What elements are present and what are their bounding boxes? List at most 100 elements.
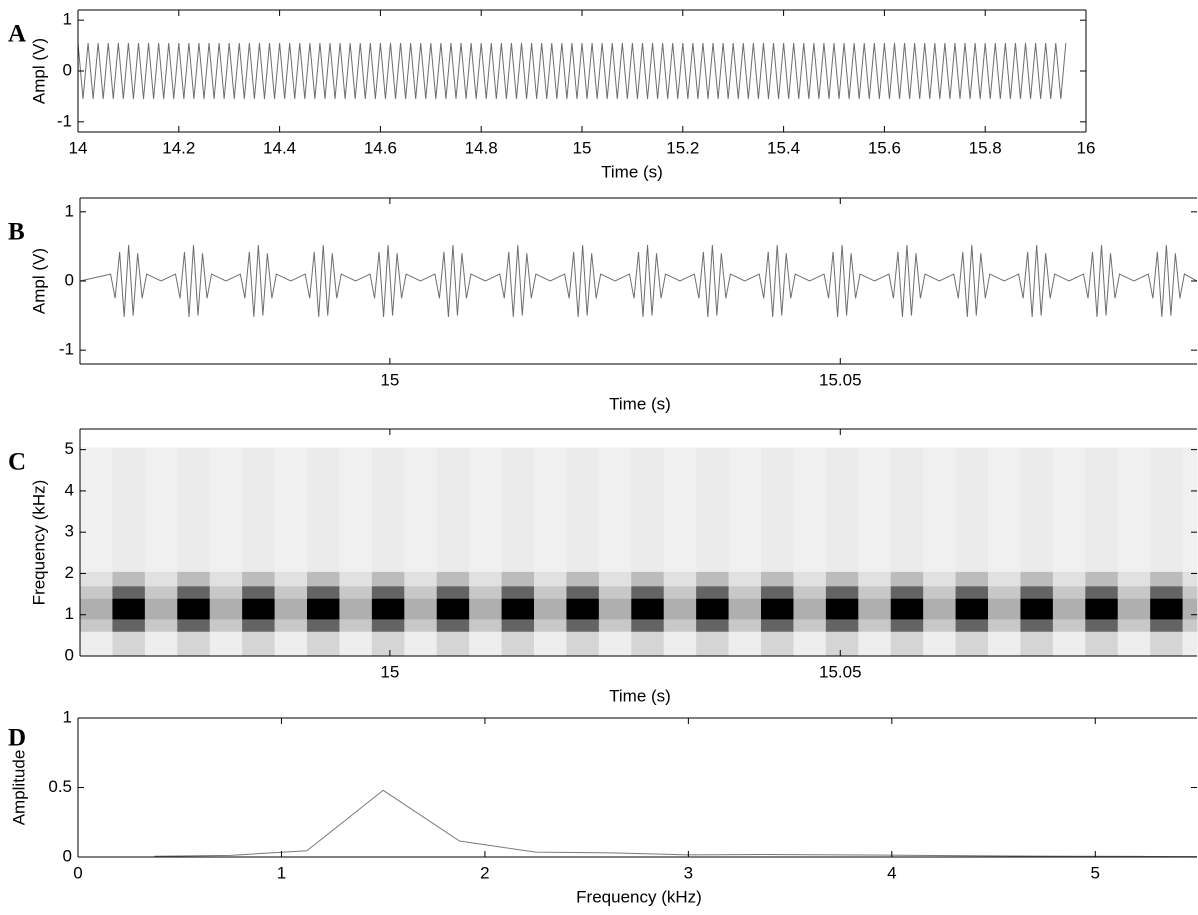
spectrogram-cell xyxy=(890,447,924,572)
spectrogram-cell xyxy=(371,447,405,572)
spectrogram-cell xyxy=(144,631,178,657)
x-tick-label: 15.2 xyxy=(666,138,699,157)
spectrogram-cell xyxy=(1052,585,1086,599)
spectrogram-cell xyxy=(566,598,600,620)
spectrogram-cell xyxy=(1182,585,1198,599)
spectrogram-cell xyxy=(793,447,827,572)
spectrogram-cell xyxy=(404,631,438,657)
spectrogram-cell xyxy=(890,571,924,587)
spectrogram-cell xyxy=(501,631,535,657)
spectrogram-cell xyxy=(1182,571,1198,587)
spectrogram-cell xyxy=(339,571,373,587)
x-tick-label: 14.6 xyxy=(364,138,397,157)
spectrogram-cell xyxy=(501,571,535,587)
spectrogram-cell xyxy=(339,585,373,599)
spectrogram-cell xyxy=(1085,631,1119,657)
y-tick-label: 0 xyxy=(63,60,72,79)
spectrogram-cell xyxy=(339,631,373,657)
spectrogram-cell xyxy=(793,631,827,657)
x-tick-label: 4 xyxy=(887,863,896,882)
x-tick-label: 14.4 xyxy=(263,138,296,157)
spectrogram-cell xyxy=(1020,585,1054,599)
spectrogram-cell xyxy=(696,447,730,572)
spectrogram-cell xyxy=(858,631,892,657)
spectrogram-cell xyxy=(177,631,211,657)
spectrogram-cell xyxy=(144,618,178,632)
spectrogram-cell xyxy=(566,618,600,632)
panel-letter: C xyxy=(8,449,26,476)
spectrogram-cell xyxy=(923,447,957,572)
spectrogram-cell xyxy=(988,598,1021,620)
spectrogram-cell xyxy=(598,447,632,572)
x-tick-label: 15 xyxy=(380,662,399,681)
spectrogram-cell xyxy=(663,571,697,587)
spectrogram-cell xyxy=(242,585,276,599)
spectrogram-cell xyxy=(923,631,957,657)
spectrogram-cell xyxy=(177,571,211,587)
spectrogram-cell xyxy=(501,585,535,599)
spectrogram-cell xyxy=(728,631,762,657)
spectrogram-cell xyxy=(469,585,503,599)
spectrogram-cell xyxy=(436,631,470,657)
y-tick-label: 5 xyxy=(65,439,74,458)
spectrogram-cell xyxy=(566,447,600,572)
spectrogram-cell xyxy=(242,571,276,587)
x-tick-label: 5 xyxy=(1091,863,1100,882)
spectrogram-cell xyxy=(1117,571,1151,587)
spectrogram-cell xyxy=(1150,571,1184,587)
spectrogram-cell xyxy=(469,631,503,657)
spectrogram-cell xyxy=(404,598,438,620)
spectrogram-cell xyxy=(274,571,308,587)
spectrogram-cell xyxy=(144,598,178,620)
spectrogram-cell xyxy=(1052,618,1086,632)
spectrogram-cell xyxy=(242,631,276,657)
spectrogram-cell xyxy=(858,618,892,632)
spectrogram-cell xyxy=(1052,571,1086,587)
spectrogram-cell xyxy=(307,447,340,572)
spectrogram-cell xyxy=(112,618,146,632)
spectrogram-cell xyxy=(144,571,178,587)
spectrogram-cell xyxy=(404,447,438,572)
spectrogram-cell xyxy=(371,598,405,620)
spectrogram-cell xyxy=(80,618,113,632)
y-tick-label: 1 xyxy=(63,707,72,726)
spectrogram-cell xyxy=(988,631,1021,657)
x-tick-label: 16 xyxy=(1077,138,1096,157)
spectrogram-cell xyxy=(825,447,859,572)
spectrogram-cell xyxy=(1085,571,1119,587)
spectrogram-cell xyxy=(955,631,989,657)
spectrogram-cell xyxy=(761,447,794,572)
spectrogram-cell xyxy=(598,571,632,587)
y-tick-label: 0.5 xyxy=(48,777,72,796)
spectrogram-cell xyxy=(404,618,438,632)
spectrogram-cell xyxy=(534,598,567,620)
spectrogram-cell xyxy=(890,631,924,657)
spectrogram-cell xyxy=(1020,618,1054,632)
spectrogram-cell xyxy=(598,598,632,620)
spectrogram-cell xyxy=(209,598,243,620)
x-axis-label: Frequency (kHz) xyxy=(576,887,702,906)
spectrogram-cell xyxy=(1150,447,1184,572)
spectrogram-cell xyxy=(728,585,762,599)
spectrogram-cell xyxy=(1182,598,1198,620)
y-tick-label: 3 xyxy=(65,522,74,541)
spectrogram-cell xyxy=(469,571,503,587)
y-axis-label: Frequency (kHz) xyxy=(29,480,48,606)
spectrogram-cell xyxy=(988,618,1021,632)
spectrogram-cell xyxy=(793,618,827,632)
x-tick-label: 15 xyxy=(573,138,592,157)
spectrogram-cell xyxy=(825,571,859,587)
spectrogram-cell xyxy=(1117,618,1151,632)
x-tick-label: 15.8 xyxy=(969,138,1002,157)
y-axis-label: Ampl (V) xyxy=(29,38,48,104)
spectrogram-cell xyxy=(631,631,665,657)
spectrogram-cell xyxy=(209,571,243,587)
spectrogram-cell xyxy=(761,631,794,657)
spectrogram-cell xyxy=(501,447,535,572)
spectrogram-cell xyxy=(1182,447,1198,572)
y-tick-label: -1 xyxy=(57,111,72,130)
spectrogram-cell xyxy=(1052,631,1086,657)
spectrogram-cell xyxy=(890,585,924,599)
spectrogram-cell xyxy=(1117,598,1151,620)
spectrogram-cell xyxy=(469,598,503,620)
